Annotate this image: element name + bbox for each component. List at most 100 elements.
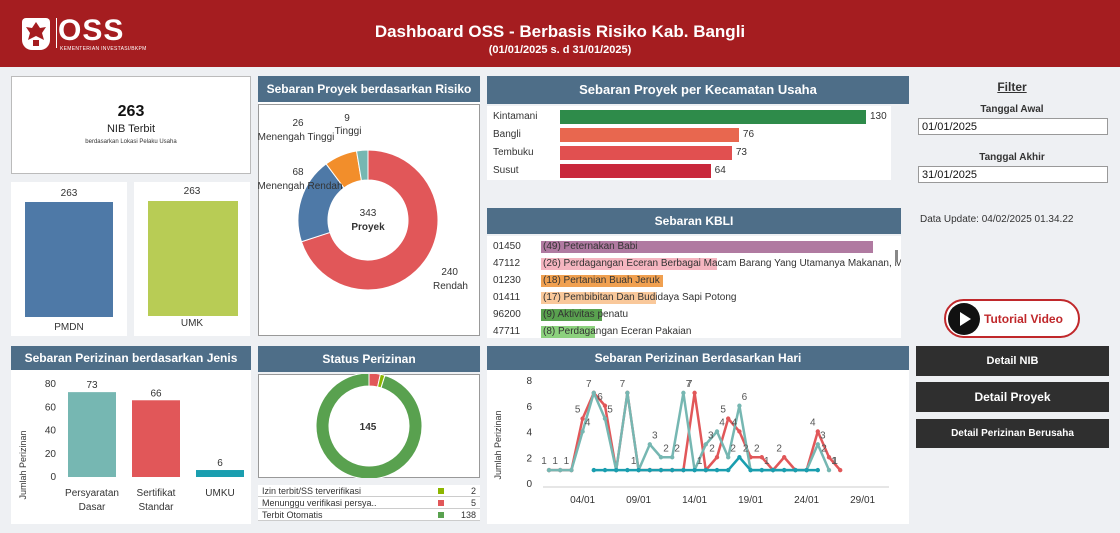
kbli-row[interactable]: 47711 (8) Perdagangan Eceran Pakaian	[487, 324, 891, 338]
hari-point[interactable]	[670, 455, 675, 460]
hari-point[interactable]	[737, 403, 742, 408]
kecamatan-value: 64	[714, 165, 726, 176]
nib-kpi-card[interactable]: 263 NIB Terbit berdasarkan Lokasi Pelaku…	[11, 76, 251, 174]
kecamatan-bar-chart[interactable]: Kintamani 130 Bangli 76 Tembuku 73 Susut 64	[487, 106, 891, 180]
status-center-value: 145	[360, 422, 377, 433]
hari-point[interactable]	[737, 455, 742, 460]
hari-point[interactable]	[782, 455, 787, 460]
hari-point[interactable]	[714, 455, 720, 460]
hari-point[interactable]	[703, 442, 708, 447]
kbli-row[interactable]: 47112 (26) Perdagangan Eceran Berbagai Ma…	[487, 256, 901, 272]
hari-point[interactable]	[580, 416, 585, 421]
hari-point[interactable]	[748, 467, 753, 473]
kbli-row[interactable]: 01230 (18) Pertanian Buah Jeruk	[487, 273, 891, 289]
kbli-scrollbar[interactable]	[895, 250, 898, 262]
hari-line-chart[interactable]: Jumlah Perizinan 0 2 4 6 8 04/01 09/01 14/01 19/…	[487, 370, 909, 524]
status-donut-chart[interactable]: 145	[258, 374, 480, 478]
hari-point[interactable]	[726, 467, 731, 473]
detail-proyek-button[interactable]: Detail Proyek	[916, 382, 1109, 412]
kecamatan-bar[interactable]	[560, 164, 711, 178]
hari-data-label: 5	[607, 405, 613, 416]
hari-point[interactable]	[714, 429, 720, 434]
kecamatan-bar[interactable]	[560, 128, 739, 142]
status-legend-row[interactable]: Izin terbit/SS terverifikasi 2	[258, 485, 480, 497]
status-legend-row[interactable]: Terbit Otomatis 138	[258, 509, 480, 521]
hari-point[interactable]	[737, 429, 742, 434]
risk-slice-0[interactable]	[300, 149, 439, 291]
hari-data-label: 3	[820, 430, 826, 441]
risk-label-tinggi-value: 9	[344, 113, 350, 124]
hari-point[interactable]	[726, 416, 731, 421]
hari-point[interactable]	[591, 467, 596, 473]
hari-point[interactable]	[793, 467, 798, 473]
hari-point[interactable]	[804, 467, 809, 473]
hari-point[interactable]	[670, 467, 675, 473]
jenis-bar[interactable]	[68, 392, 116, 477]
kbli-bar-chart[interactable]: 01450 (49) Peternakan Babi 47112 (26) Perda…	[487, 236, 901, 338]
hari-point[interactable]	[658, 455, 664, 460]
hari-data-label: 7	[686, 379, 692, 390]
hari-point[interactable]	[759, 455, 764, 460]
hari-point[interactable]	[602, 403, 608, 408]
kbli-panel-title: Sebaran KBLI	[487, 208, 901, 234]
hari-data-label: 1	[764, 456, 770, 467]
hari-point[interactable]	[602, 467, 608, 473]
jenis-bar-chart[interactable]: Jumlah Perizinan 0 20 40 60 80 73 Persyaratan D…	[11, 370, 251, 524]
risk-slice-3[interactable]	[355, 149, 369, 182]
hari-point[interactable]	[782, 467, 787, 473]
hari-point[interactable]	[591, 390, 596, 396]
hari-point[interactable]	[625, 390, 630, 396]
kbli-bar	[541, 309, 602, 321]
kecamatan-bar[interactable]	[560, 110, 866, 124]
hari-point[interactable]	[714, 467, 720, 473]
kbli-row[interactable]: 96200 (9) Aktivitas penatu	[487, 307, 891, 323]
hari-point[interactable]	[546, 467, 552, 473]
hari-point[interactable]	[838, 467, 843, 473]
kbli-row[interactable]: 01450 (49) Peternakan Babi	[487, 239, 891, 255]
jenis-bar[interactable]	[132, 400, 180, 477]
hari-point[interactable]	[826, 455, 832, 460]
hari-point[interactable]	[658, 467, 664, 473]
hari-point[interactable]	[815, 442, 820, 447]
hari-point[interactable]	[647, 442, 652, 447]
status-slice-2[interactable]	[377, 374, 386, 389]
risk-donut-chart[interactable]: 343 Proyek 240 Rendah 68 Menengah Rendah…	[258, 102, 480, 336]
hari-point[interactable]	[602, 416, 608, 421]
kbli-bar	[541, 275, 663, 287]
status-legend-row[interactable]: Menunggu verifikasi persya.. 5	[258, 497, 480, 509]
hari-point[interactable]	[692, 390, 697, 396]
jenis-ytick: 20	[45, 449, 57, 460]
hari-point[interactable]	[726, 455, 731, 460]
status-slice-0[interactable]	[315, 374, 423, 478]
hari-point[interactable]	[558, 467, 563, 473]
hari-point[interactable]	[815, 429, 820, 434]
jenis-bar[interactable]	[196, 470, 244, 477]
tutorial-video-button[interactable]: Tutorial Video	[944, 299, 1080, 338]
hari-point[interactable]	[681, 390, 686, 396]
detail-perizinan-button[interactable]: Detail Perizinan Berusaha	[916, 419, 1109, 448]
kbli-row[interactable]: 01411 (17) Pembibitan Dan Budidaya Sapi P…	[487, 290, 891, 306]
hari-series-line[interactable]	[549, 391, 842, 472]
start-date-input[interactable]	[918, 118, 1108, 135]
hari-point[interactable]	[703, 467, 708, 473]
hari-point[interactable]	[815, 467, 820, 473]
pmdn-tile[interactable]: 263 PMDN	[11, 182, 127, 336]
hari-point[interactable]	[759, 467, 764, 473]
hari-point[interactable]	[692, 467, 697, 473]
hari-series-line[interactable]	[549, 391, 831, 472]
umk-tile[interactable]: 263 UMK	[134, 182, 250, 336]
risk-label-menengah-tinggi: Menengah Tinggi	[258, 132, 334, 143]
end-date-input[interactable]	[918, 166, 1108, 183]
hari-point[interactable]	[681, 467, 686, 473]
hari-point[interactable]	[625, 467, 630, 473]
tutorial-video-label: Tutorial Video	[984, 312, 1063, 326]
detail-nib-button[interactable]: Detail NIB	[916, 346, 1109, 376]
hari-point[interactable]	[647, 467, 652, 473]
hari-point[interactable]	[569, 467, 574, 473]
hari-point[interactable]	[636, 467, 641, 473]
hari-point[interactable]	[826, 467, 832, 473]
hari-point[interactable]	[580, 429, 585, 434]
kecamatan-bar[interactable]	[560, 146, 732, 160]
hari-point[interactable]	[770, 467, 776, 473]
hari-point[interactable]	[614, 467, 619, 473]
